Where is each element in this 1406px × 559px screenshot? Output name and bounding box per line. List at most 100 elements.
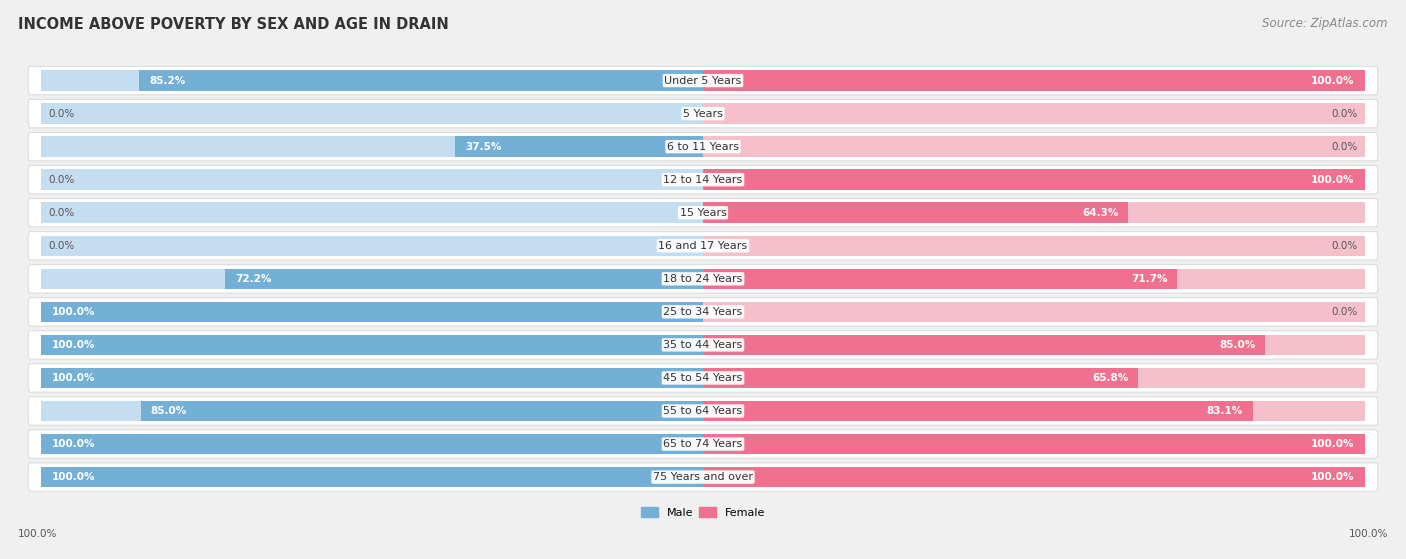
Bar (703, 401, 1365, 421)
FancyBboxPatch shape (28, 100, 1378, 128)
Bar (139, 70, 703, 91)
Bar (703, 268, 1177, 289)
Bar (703, 302, 1365, 322)
Bar (141, 401, 703, 421)
Text: 0.0%: 0.0% (48, 175, 75, 184)
FancyBboxPatch shape (28, 364, 1378, 392)
Bar (41, 467, 703, 487)
FancyBboxPatch shape (28, 430, 1378, 458)
Bar (703, 467, 1365, 487)
FancyBboxPatch shape (28, 264, 1378, 293)
FancyBboxPatch shape (28, 297, 1378, 326)
Bar (41, 136, 703, 157)
Bar (456, 136, 703, 157)
Text: 35 to 44 Years: 35 to 44 Years (664, 340, 742, 350)
Bar (41, 335, 703, 355)
Text: 18 to 24 Years: 18 to 24 Years (664, 274, 742, 284)
Text: Source: ZipAtlas.com: Source: ZipAtlas.com (1263, 17, 1388, 30)
Bar (703, 70, 1365, 91)
Bar (41, 368, 703, 388)
Legend: Male, Female: Male, Female (637, 503, 769, 523)
Bar (41, 70, 703, 91)
Bar (703, 202, 1129, 223)
Bar (703, 368, 1139, 388)
Text: 100.0%: 100.0% (52, 439, 94, 449)
Text: 0.0%: 0.0% (48, 108, 75, 119)
Bar (703, 268, 1365, 289)
Bar (41, 335, 703, 355)
Text: 0.0%: 0.0% (1331, 141, 1358, 151)
FancyBboxPatch shape (28, 231, 1378, 260)
Bar (703, 335, 1265, 355)
Bar (703, 202, 1365, 223)
Bar (41, 169, 703, 190)
Text: 83.1%: 83.1% (1206, 406, 1243, 416)
Text: 72.2%: 72.2% (235, 274, 271, 284)
Text: 100.0%: 100.0% (1312, 175, 1354, 184)
FancyBboxPatch shape (28, 132, 1378, 161)
Text: 16 and 17 Years: 16 and 17 Years (658, 241, 748, 251)
Bar (703, 368, 1365, 388)
Bar (703, 434, 1365, 454)
Bar (703, 467, 1365, 487)
FancyBboxPatch shape (28, 397, 1378, 425)
Text: 45 to 54 Years: 45 to 54 Years (664, 373, 742, 383)
Bar (703, 401, 1253, 421)
Text: 71.7%: 71.7% (1130, 274, 1167, 284)
FancyBboxPatch shape (28, 331, 1378, 359)
Text: 37.5%: 37.5% (465, 141, 501, 151)
Text: 100.0%: 100.0% (52, 307, 94, 317)
Bar (703, 70, 1365, 91)
Bar (41, 401, 703, 421)
Bar (41, 202, 703, 223)
Bar (703, 169, 1365, 190)
Text: 0.0%: 0.0% (1331, 108, 1358, 119)
Text: 85.0%: 85.0% (150, 406, 187, 416)
Bar (41, 302, 703, 322)
Text: 55 to 64 Years: 55 to 64 Years (664, 406, 742, 416)
Text: 12 to 14 Years: 12 to 14 Years (664, 175, 742, 184)
Bar (703, 434, 1365, 454)
Text: 0.0%: 0.0% (1331, 307, 1358, 317)
Text: 15 Years: 15 Years (679, 208, 727, 218)
Text: 6 to 11 Years: 6 to 11 Years (666, 141, 740, 151)
Bar (703, 103, 1365, 124)
Text: 25 to 34 Years: 25 to 34 Years (664, 307, 742, 317)
Bar (703, 136, 1365, 157)
FancyBboxPatch shape (28, 198, 1378, 227)
Bar (41, 302, 703, 322)
Text: 100.0%: 100.0% (18, 529, 58, 539)
Text: Under 5 Years: Under 5 Years (665, 75, 741, 86)
FancyBboxPatch shape (28, 165, 1378, 194)
Bar (41, 434, 703, 454)
Text: INCOME ABOVE POVERTY BY SEX AND AGE IN DRAIN: INCOME ABOVE POVERTY BY SEX AND AGE IN D… (18, 17, 449, 32)
Bar (225, 268, 703, 289)
Text: 100.0%: 100.0% (52, 340, 94, 350)
Text: 5 Years: 5 Years (683, 108, 723, 119)
Text: 85.0%: 85.0% (1219, 340, 1256, 350)
Text: 100.0%: 100.0% (1348, 529, 1388, 539)
Bar (41, 235, 703, 256)
Text: 0.0%: 0.0% (1331, 241, 1358, 251)
Bar (41, 434, 703, 454)
Text: 100.0%: 100.0% (1312, 472, 1354, 482)
Bar (703, 169, 1365, 190)
Text: 65 to 74 Years: 65 to 74 Years (664, 439, 742, 449)
Bar (41, 368, 703, 388)
Text: 65.8%: 65.8% (1092, 373, 1129, 383)
Text: 0.0%: 0.0% (48, 241, 75, 251)
Text: 85.2%: 85.2% (149, 75, 186, 86)
Text: 0.0%: 0.0% (48, 208, 75, 218)
Bar (703, 235, 1365, 256)
Text: 100.0%: 100.0% (1312, 75, 1354, 86)
Text: 100.0%: 100.0% (1312, 439, 1354, 449)
FancyBboxPatch shape (28, 463, 1378, 491)
Bar (41, 103, 703, 124)
Text: 75 Years and over: 75 Years and over (652, 472, 754, 482)
Text: 100.0%: 100.0% (52, 472, 94, 482)
Text: 64.3%: 64.3% (1083, 208, 1118, 218)
Bar (703, 335, 1365, 355)
Text: 100.0%: 100.0% (52, 373, 94, 383)
Bar (41, 467, 703, 487)
FancyBboxPatch shape (28, 67, 1378, 95)
